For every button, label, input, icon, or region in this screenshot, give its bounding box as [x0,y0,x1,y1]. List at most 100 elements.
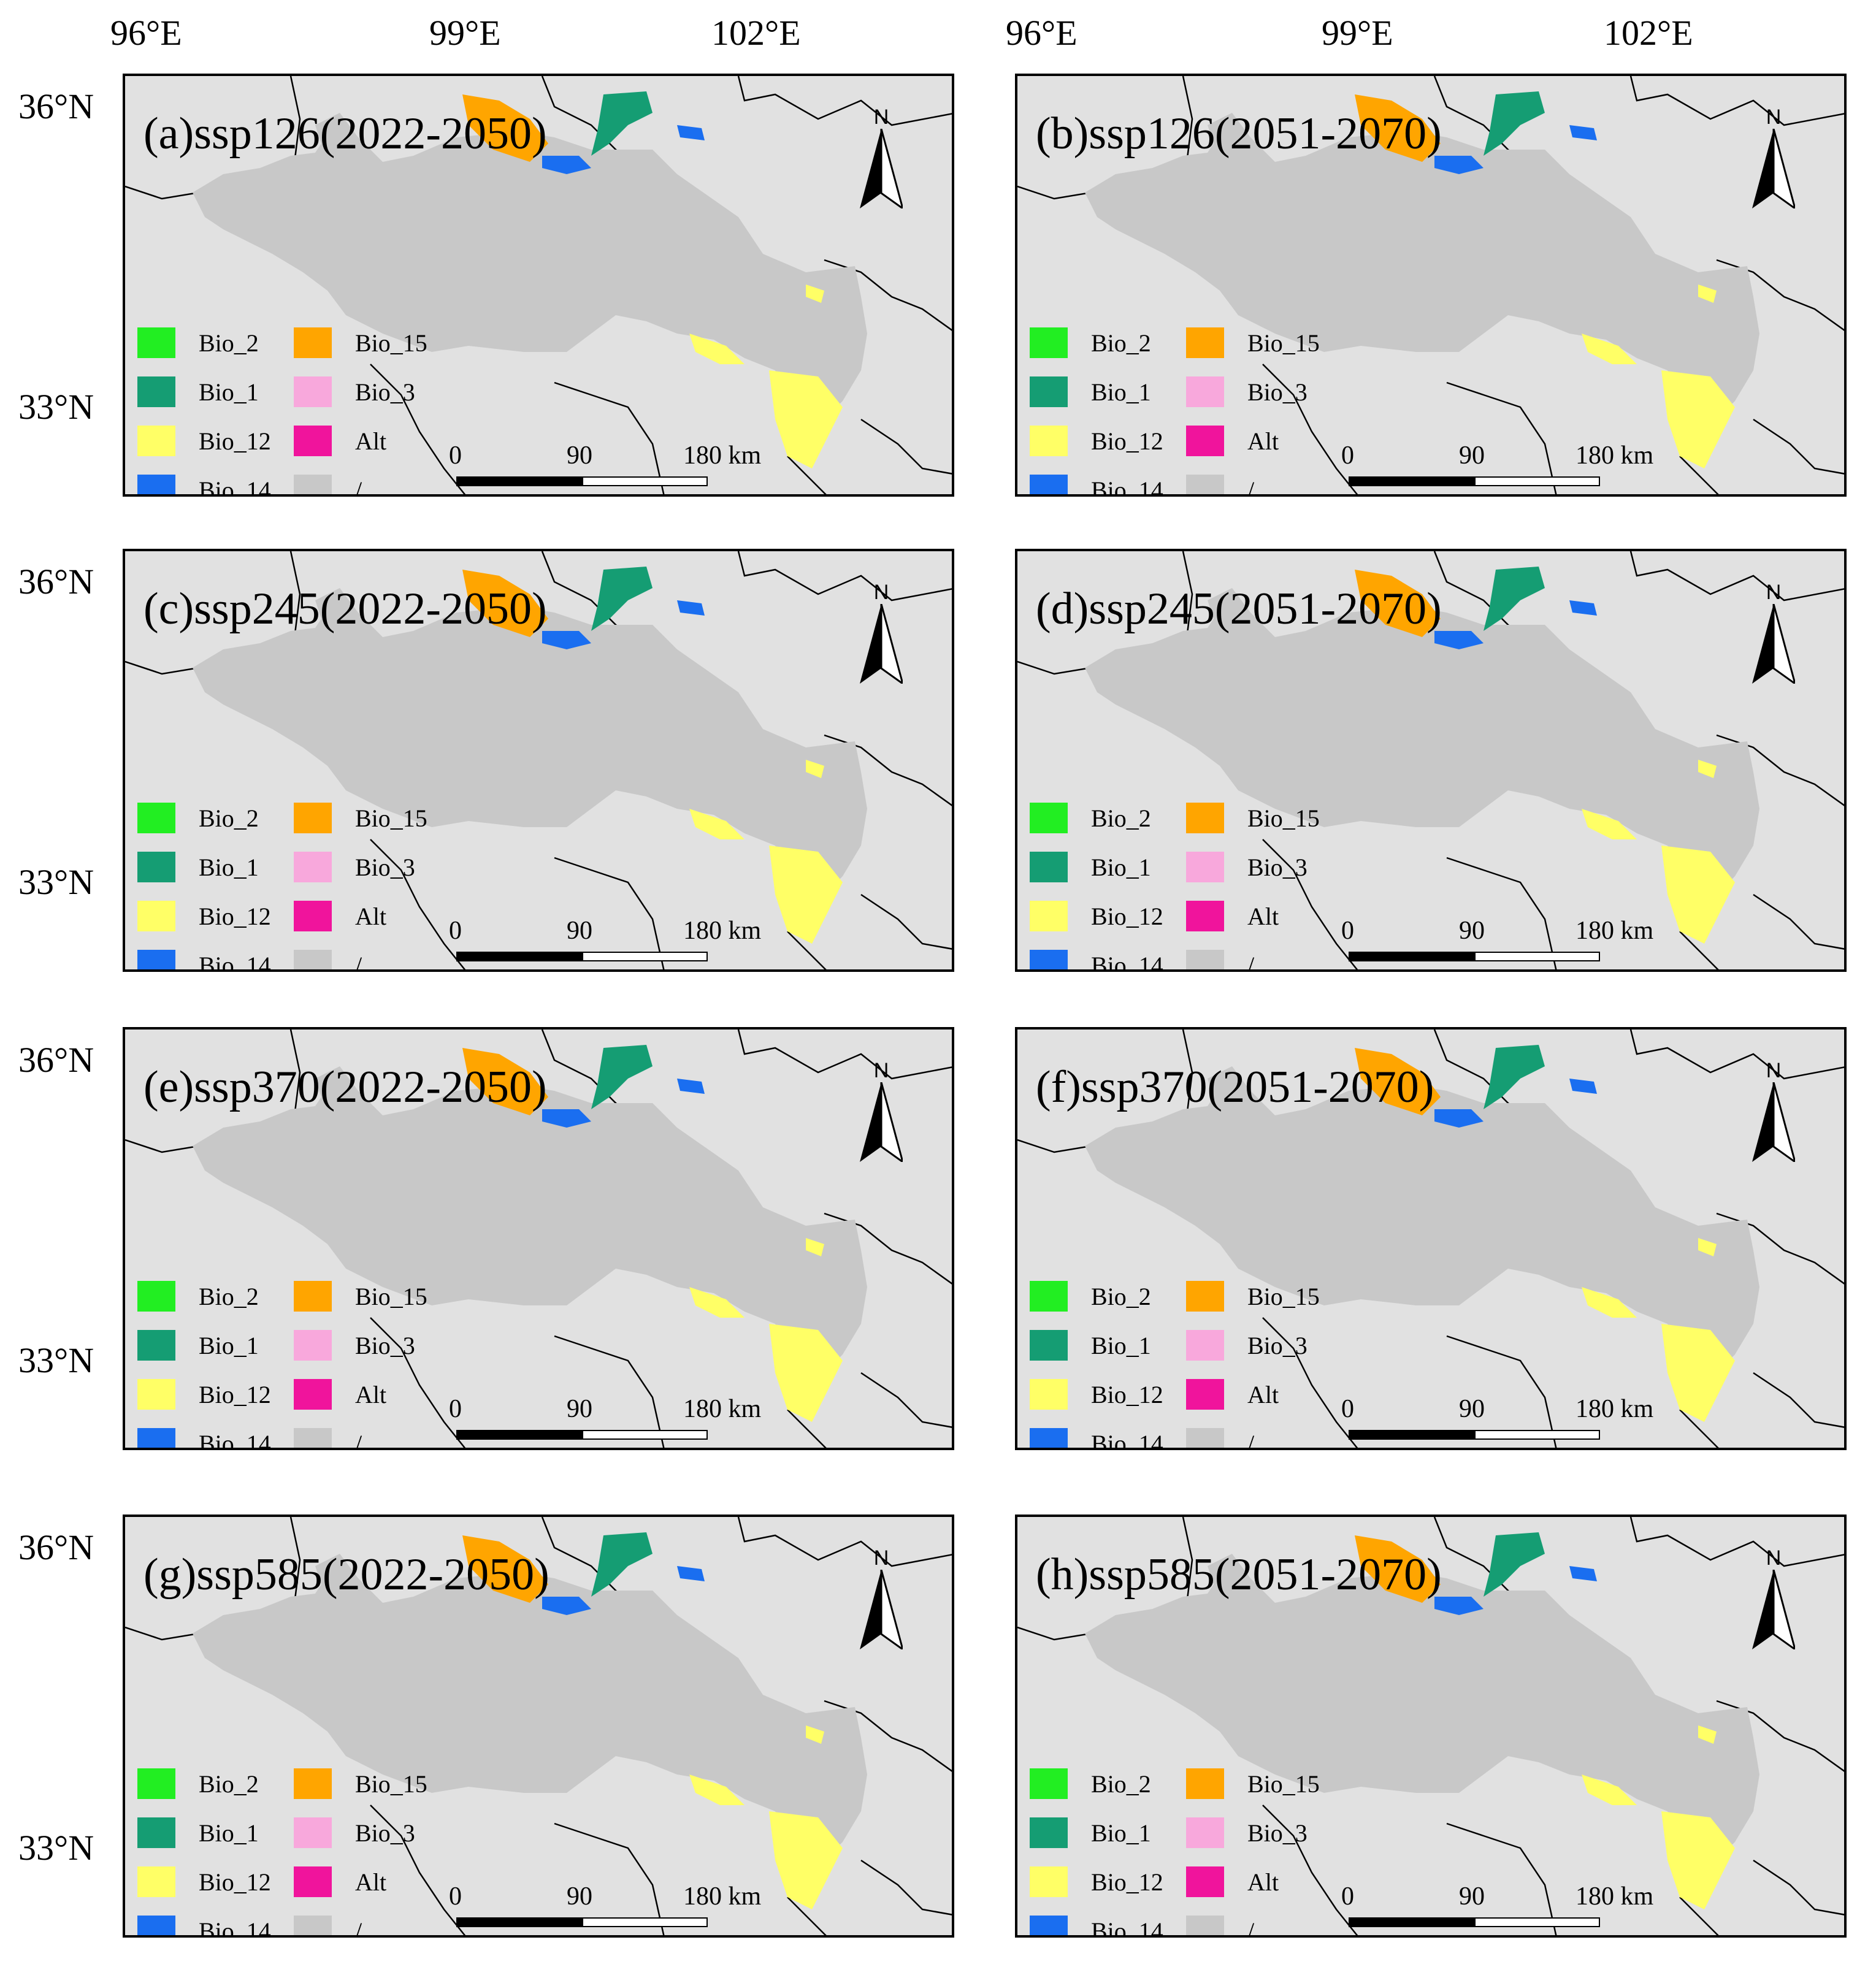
legend-label: / [1247,1430,1255,1450]
legend-item: Bio_2 [1030,796,1189,839]
legend-swatch [1030,426,1068,456]
legend-swatch [1030,852,1068,882]
legend-swatch [1186,426,1224,456]
legend-label: Alt [1247,1868,1279,1896]
map-canvas [1017,1517,1844,1935]
scale-bar-black [1349,1917,1474,1927]
legend-label: Bio_15 [1247,329,1320,357]
legend-item: Bio_1 [137,1324,297,1367]
longitude-label: 96°E [110,13,182,53]
legend-item: Bio_15 [1186,321,1346,364]
scale-bar-white [1474,476,1600,486]
legend: Bio_2 Bio_15 Bio_1 Bio_3 Bio_12 Alt Bio_14 / [137,796,444,969]
variable-patches [1355,1045,1735,1422]
panel-title: (b)ssp126(2051-2070) [1036,109,1442,159]
scale-label-0: 0 [1341,441,1354,470]
study-area [193,588,867,895]
scale-label-0: 0 [449,917,462,945]
legend-label: Bio_15 [1247,1770,1320,1798]
legend-item: Bio_15 [1186,796,1346,839]
north-arrow-label: N [873,1059,889,1082]
legend-swatch [137,1768,175,1799]
legend-item: Bio_15 [294,796,453,839]
legend-swatch [294,1428,332,1448]
legend-item: / [294,1909,453,1935]
legend-item: Bio_3 [294,1811,453,1854]
legend-item: Alt [1186,419,1346,462]
legend-label: Bio_3 [1247,1332,1307,1359]
study-area [193,113,867,419]
legend-label: Alt [355,1381,387,1408]
north-arrow: N [860,581,903,685]
legend-label: Bio_15 [355,1283,427,1310]
legend: Bio_2 Bio_15 Bio_1 Bio_3 Bio_12 Alt Bio_14 / [1030,1762,1336,1935]
north-arrow: N [860,1059,903,1163]
map-canvas [1017,76,1844,494]
study-area [1085,588,1759,895]
map-panel-g: (g)ssp585(2022-2050) N Bio_2 Bio_15 Bio_1 B… [123,1515,954,1938]
legend-item: Alt [294,1373,453,1416]
legend-swatch [294,475,332,494]
legend-swatch [1186,1379,1224,1410]
scale-bar: 0 90 180 km [449,441,761,486]
legend-item: Alt [1186,895,1346,938]
legend-item: Alt [294,1860,453,1903]
scale-bar-white [1474,952,1600,961]
legend-item: Bio_15 [294,1762,453,1805]
variable-patches [462,1045,843,1422]
legend-item: Bio_2 [137,1275,297,1318]
legend-item: Bio_14 [1030,468,1189,494]
legend-item: Bio_12 [1030,895,1189,938]
scale-label-90: 90 [567,1882,592,1911]
legend-swatch [1186,1866,1224,1897]
study-area [1085,1066,1759,1373]
north-arrow: N [860,105,903,210]
panel-title: (h)ssp585(2051-2070) [1036,1549,1442,1600]
scale-label-90: 90 [1459,1882,1485,1911]
legend-item: Bio_3 [1186,846,1346,888]
legend-label: Bio_12 [199,903,271,930]
legend-swatch [1030,1768,1068,1799]
legend-label: Bio_14 [199,1917,271,1938]
legend-swatch [1186,1817,1224,1848]
legend-item: Bio_2 [137,321,297,364]
legend-item: / [294,944,453,969]
north-arrow-icon [1752,1082,1795,1162]
legend-label: Bio_2 [199,804,259,832]
legend-swatch [294,1768,332,1799]
legend-swatch [294,1817,332,1848]
legend-label: Bio_3 [355,378,415,406]
scale-label-180: 180 km [1575,917,1654,945]
longitude-label: 102°E [1604,13,1693,53]
legend-label: Alt [355,1868,387,1896]
study-area [193,1066,867,1373]
map-panel-b: (b)ssp126(2051-2070) N Bio_2 Bio_15 Bio_1 B… [1015,74,1847,497]
legend-label: Bio_15 [1247,1283,1320,1310]
legend-item: Bio_14 [137,1909,297,1938]
scale-label-180: 180 km [1575,441,1654,470]
north-arrow-icon [1752,1570,1795,1649]
legend-item: Bio_14 [1030,1422,1189,1450]
variable-patches [1355,91,1735,468]
legend-swatch [137,803,175,833]
legend-swatch [1030,901,1068,931]
legend-label: Bio_15 [355,1770,427,1798]
legend: Bio_2 Bio_15 Bio_1 Bio_3 Bio_12 Alt Bio_14 / [137,321,444,494]
scale-label-180: 180 km [683,1882,762,1911]
legend-item: Bio_3 [1186,1811,1346,1854]
panel-title: (d)ssp245(2051-2070) [1036,584,1442,634]
legend-swatch [294,1379,332,1410]
legend-label: Bio_1 [199,1332,259,1359]
legend-item: / [294,1422,453,1448]
legend-item: Bio_1 [1030,1324,1189,1367]
legend-label: Bio_2 [199,1770,259,1798]
legend-item: Bio_14 [137,1422,297,1448]
scale-bar-white [1474,1917,1600,1927]
legend-swatch [1186,803,1224,833]
latitude-label: 33°N [18,1340,94,1380]
legend-swatch [137,1916,175,1935]
legend-label: Bio_14 [1091,1430,1163,1450]
scale-label-90: 90 [1459,441,1485,470]
legend-label: Alt [1247,1381,1279,1408]
map-panel-h: (h)ssp585(2051-2070) N Bio_2 Bio_15 Bio_1 B… [1015,1515,1847,1938]
